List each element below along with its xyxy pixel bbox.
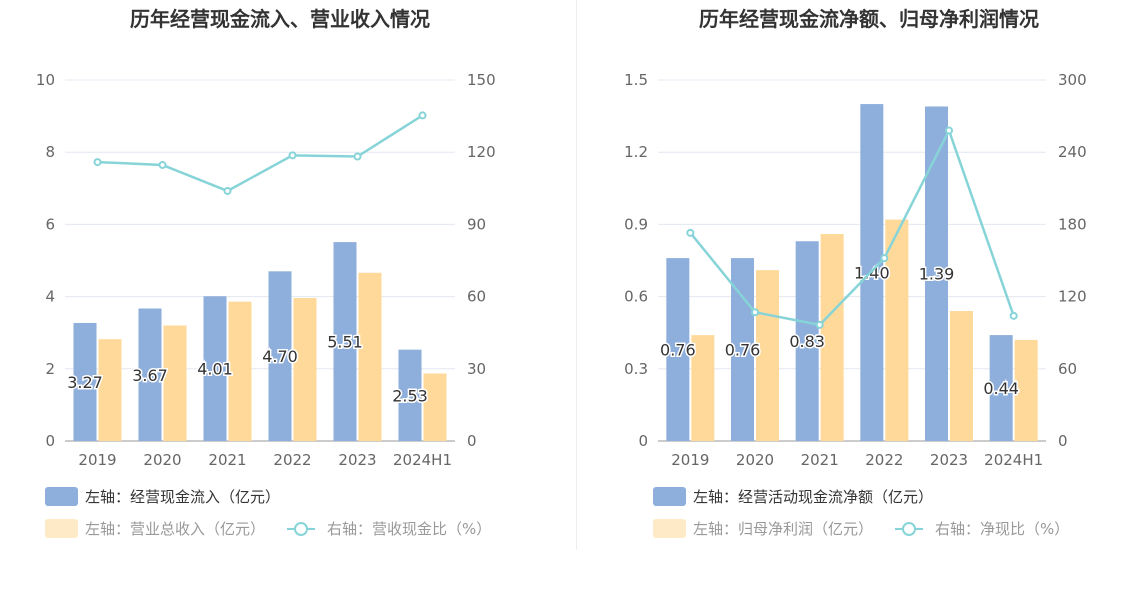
- chart-panel-1: 历年经营现金流入、营业收入情况 0 0 2 30 4 60 6 90 8 120 10 150 2019 2…: [36, 7, 496, 538]
- legend-swatch: [653, 519, 686, 538]
- right-axis-tick-label: 120: [1058, 288, 1087, 306]
- legend-label: 左轴：经营活动现金流净额（亿元）: [693, 488, 933, 506]
- bar-value-label: 0.44: [983, 379, 1019, 398]
- bar-value-label: 0.76: [660, 341, 696, 360]
- ratio-line: [98, 115, 423, 191]
- left-axis-tick-label: 0: [638, 432, 648, 450]
- left-axis-tick-label: 1.5: [624, 71, 648, 89]
- legend-label: 左轴：经营现金流入（亿元）: [85, 488, 280, 506]
- bar-value-label: 4.70: [262, 347, 298, 366]
- right-axis-tick-label: 240: [1058, 143, 1087, 161]
- line-point: [420, 112, 426, 118]
- charts-canvas: 历年经营现金流入、营业收入情况 0 0 2 30 4 60 6 90 8 120 10 150 2019 2…: [0, 0, 1147, 589]
- legend-label: 右轴：营收现金比（%）: [327, 520, 491, 538]
- right-axis-tick-label: 60: [467, 288, 486, 306]
- x-axis-category-label: 2023: [930, 451, 968, 469]
- legend-swatch: [653, 487, 686, 506]
- line-point: [817, 322, 823, 328]
- bar-value-label: 3.27: [67, 373, 103, 392]
- x-axis-category-label: 2024H1: [393, 451, 452, 469]
- chart-title: 历年经营现金流净额、归母净利润情况: [699, 7, 1039, 31]
- left-axis-tick-label: 0.6: [624, 288, 648, 306]
- bar-value-label: 0.76: [725, 341, 761, 360]
- right-axis-tick-label: 0: [1058, 432, 1068, 450]
- legend-line-marker: [903, 523, 915, 535]
- left-axis-tick-label: 0: [45, 432, 55, 450]
- x-axis-category-label: 2019: [671, 451, 709, 469]
- left-axis-tick-label: 4: [45, 288, 55, 306]
- left-axis-tick-label: 8: [45, 143, 55, 161]
- bar-secondary: [294, 298, 317, 441]
- bar-value-label: 2.53: [392, 386, 428, 405]
- right-axis-tick-label: 90: [467, 215, 486, 233]
- x-axis-category-label: 2020: [143, 451, 181, 469]
- x-axis-category-label: 2019: [78, 451, 116, 469]
- right-axis-tick-label: 300: [1058, 71, 1087, 89]
- x-axis-category-label: 2020: [736, 451, 774, 469]
- right-axis-tick-label: 150: [467, 71, 496, 89]
- left-axis-tick-label: 0.9: [624, 215, 648, 233]
- bar-value-label: 5.51: [327, 333, 363, 352]
- left-axis-tick-label: 1.2: [624, 143, 648, 161]
- left-axis-tick-label: 6: [45, 215, 55, 233]
- x-axis-category-label: 2022: [865, 451, 903, 469]
- bar-secondary: [885, 220, 908, 441]
- bar-secondary: [424, 373, 447, 441]
- line-point: [946, 128, 952, 134]
- right-axis-tick-label: 60: [1058, 360, 1077, 378]
- legend-swatch: [45, 487, 78, 506]
- bar-secondary: [359, 273, 382, 441]
- x-axis-category-label: 2024H1: [984, 451, 1043, 469]
- chart-panel-2: 历年经营现金流净额、归母净利润情况 0 0 0.3 60 0.6 120 0.9 180 1.2 2…: [624, 7, 1087, 538]
- bar-value-label: 4.01: [197, 360, 233, 379]
- right-axis-tick-label: 120: [467, 143, 496, 161]
- x-axis-category-label: 2022: [273, 451, 311, 469]
- bar-value-label: 3.67: [132, 366, 168, 385]
- bar-value-label: 1.40: [854, 264, 890, 283]
- line-point: [95, 159, 101, 165]
- x-axis-category-label: 2021: [801, 451, 839, 469]
- x-axis-category-label: 2021: [208, 451, 246, 469]
- legend-label: 右轴：净现比（%）: [935, 520, 1069, 538]
- line-point: [225, 188, 231, 194]
- left-axis-tick-label: 2: [45, 360, 55, 378]
- x-axis-category-label: 2023: [338, 451, 376, 469]
- line-point: [881, 255, 887, 261]
- line-point: [752, 309, 758, 315]
- left-axis-tick-label: 10: [36, 71, 55, 89]
- chart-title: 历年经营现金流入、营业收入情况: [130, 7, 430, 31]
- legend-swatch: [45, 519, 78, 538]
- legend-label: 左轴：归母净利润（亿元）: [693, 520, 873, 538]
- right-axis-tick-label: 30: [467, 360, 486, 378]
- bar-secondary: [950, 311, 973, 441]
- legend-line-marker: [295, 523, 307, 535]
- right-axis-tick-label: 180: [1058, 215, 1087, 233]
- line-point: [687, 230, 693, 236]
- left-axis-tick-label: 0.3: [624, 360, 648, 378]
- line-point: [355, 154, 361, 160]
- bar-value-label: 0.83: [789, 332, 825, 351]
- legend-label: 左轴：营业总收入（亿元）: [85, 520, 265, 538]
- right-axis-tick-label: 0: [467, 432, 477, 450]
- bar-value-label: 1.39: [919, 265, 955, 284]
- line-point: [290, 152, 296, 158]
- line-point: [160, 162, 166, 168]
- line-point: [1011, 313, 1017, 319]
